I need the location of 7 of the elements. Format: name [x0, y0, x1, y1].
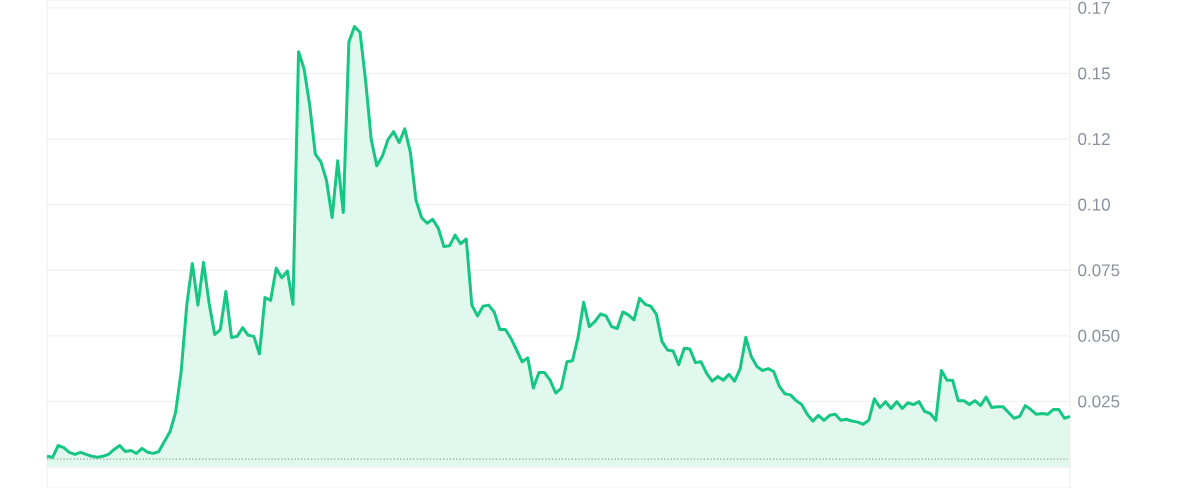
- y-tick-label: 0.17: [1078, 1, 1110, 14]
- y-tick-label: 0.025: [1078, 395, 1120, 408]
- y-tick-label: 0.050: [1078, 329, 1120, 342]
- y-tick-label: 0.12: [1078, 133, 1110, 146]
- y-tick-label: 0.15: [1078, 67, 1110, 80]
- y-tick-label: 0.10: [1078, 198, 1110, 211]
- y-tick-label: 0.075: [1078, 264, 1120, 277]
